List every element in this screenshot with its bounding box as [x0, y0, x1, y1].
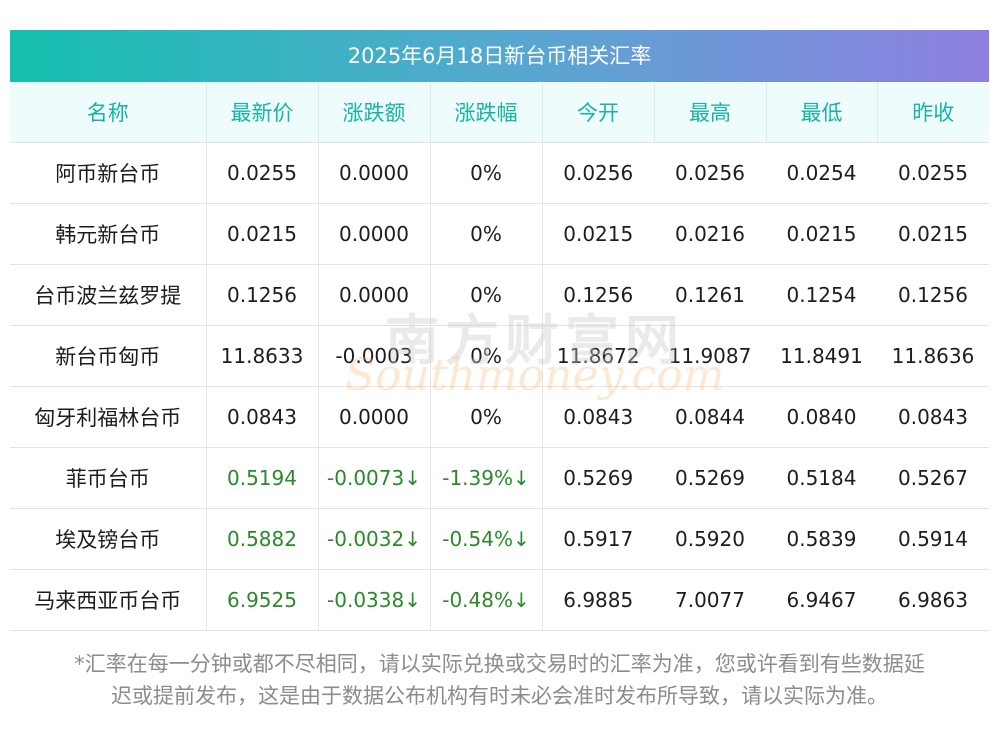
cell-latest: 6.9525: [205, 569, 318, 631]
cell-change: 0.0000: [317, 142, 430, 204]
cell-name: 台币波兰兹罗提: [10, 264, 206, 326]
cell-high: 0.1261: [654, 264, 766, 326]
cell-latest: 11.8633: [205, 325, 318, 387]
cell-low: 0.0215: [766, 203, 877, 265]
header-prev-close: 昨收: [876, 82, 989, 143]
header-low: 最低: [765, 82, 877, 143]
cell-open: 0.5269: [541, 447, 654, 509]
header-change: 涨跌额: [317, 82, 430, 143]
cell-change: 0.0000: [317, 203, 430, 265]
cell-high: 0.5920: [654, 508, 766, 570]
header-latest: 最新价: [205, 82, 318, 143]
cell-high: 11.9087: [654, 325, 766, 387]
cell-prev-close: 0.0843: [877, 386, 989, 448]
cell-latest: 0.0843: [205, 386, 318, 448]
cell-high: 0.0844: [654, 386, 766, 448]
disclaimer-line-2: 迟或提前发布，这是由于数据公布机构有时未必会准时发布所导致，请以实际为准。: [111, 684, 888, 708]
table-title: 2025年6月18日新台币相关汇率: [10, 30, 989, 82]
cell-latest: 0.1256: [205, 264, 318, 326]
cell-latest: 0.0215: [205, 203, 318, 265]
table-row: 马来西亚币台币 6.9525 -0.0338↓ -0.48%↓ 6.9885 7.0077…: [10, 569, 989, 631]
cell-low: 0.0840: [766, 386, 877, 448]
rate-table: 名称 最新价 涨跌额 涨跌幅 今开 最高 最低 昨收 阿币新台币 0.0255 0.…: [10, 82, 989, 631]
cell-change: -0.0032↓: [317, 508, 430, 570]
cell-prev-close: 0.0255: [877, 142, 989, 204]
table-row: 埃及镑台币 0.5882 -0.0032↓ -0.54%↓ 0.5917 0.5920 0.…: [10, 508, 989, 570]
cell-open: 11.8672: [541, 325, 654, 387]
table-row: 菲币台币 0.5194 -0.0073↓ -1.39%↓ 0.5269 0.5269 0.5…: [10, 447, 989, 509]
cell-high: 0.5269: [654, 447, 766, 509]
table-row: 新台币匈币 11.8633 -0.0003 0% 11.8672 11.9087 11.84…: [10, 325, 989, 387]
rate-table-container: 2025年6月18日新台币相关汇率 名称 最新价 涨跌额 涨跌幅 今开 最高 最…: [10, 30, 989, 631]
cell-high: 7.0077: [654, 569, 766, 631]
cell-change-pct: -0.48%↓: [429, 569, 542, 631]
cell-prev-close: 0.5914: [877, 508, 989, 570]
cell-prev-close: 0.5267: [877, 447, 989, 509]
header-name: 名称: [10, 82, 206, 143]
cell-high: 0.0216: [654, 203, 766, 265]
cell-change-pct: -1.39%↓: [429, 447, 542, 509]
cell-latest: 0.0255: [205, 142, 318, 204]
table-row: 台币波兰兹罗提 0.1256 0.0000 0% 0.1256 0.1261 0.1254 0…: [10, 264, 989, 326]
cell-change-pct: 0%: [429, 142, 542, 204]
cell-low: 0.5839: [766, 508, 877, 570]
cell-prev-close: 11.8636: [877, 325, 989, 387]
cell-open: 0.0843: [541, 386, 654, 448]
cell-change: -0.0338↓: [317, 569, 430, 631]
cell-open: 0.0215: [541, 203, 654, 265]
cell-low: 0.1254: [766, 264, 877, 326]
header-high: 最高: [653, 82, 766, 143]
cell-change: -0.0003: [317, 325, 430, 387]
table-row: 匈牙利福林台币 0.0843 0.0000 0% 0.0843 0.0844 0.0840 0…: [10, 386, 989, 448]
cell-low: 11.8491: [766, 325, 877, 387]
cell-low: 6.9467: [766, 569, 877, 631]
cell-open: 0.1256: [541, 264, 654, 326]
cell-name: 阿币新台币: [10, 142, 206, 204]
table-row: 阿币新台币 0.0255 0.0000 0% 0.0256 0.0256 0.0254 0.0…: [10, 142, 989, 204]
cell-change-pct: 0%: [429, 203, 542, 265]
cell-change: 0.0000: [317, 386, 430, 448]
cell-latest: 0.5194: [205, 447, 318, 509]
cell-prev-close: 0.1256: [877, 264, 989, 326]
cell-change: 0.0000: [317, 264, 430, 326]
cell-change-pct: 0%: [429, 264, 542, 326]
cell-name: 韩元新台币: [10, 203, 206, 265]
table-row: 韩元新台币 0.0215 0.0000 0% 0.0215 0.0216 0.0215 0.0…: [10, 203, 989, 265]
cell-name: 新台币匈币: [10, 325, 206, 387]
header-open: 今开: [541, 82, 654, 143]
disclaimer-line-1: *汇率在每一分钟或都不尽相同，请以实际兑换或交易时的汇率为准，您或许看到有些数据…: [74, 652, 925, 676]
table-header-row: 名称 最新价 涨跌额 涨跌幅 今开 最高 最低 昨收: [10, 82, 989, 143]
header-change-pct: 涨跌幅: [429, 82, 542, 143]
cell-change: -0.0073↓: [317, 447, 430, 509]
cell-prev-close: 0.0215: [877, 203, 989, 265]
cell-high: 0.0256: [654, 142, 766, 204]
cell-open: 6.9885: [541, 569, 654, 631]
cell-open: 0.5917: [541, 508, 654, 570]
cell-name: 马来西亚币台币: [10, 569, 206, 631]
cell-name: 菲币台币: [10, 447, 206, 509]
cell-low: 0.5184: [766, 447, 877, 509]
cell-change-pct: -0.54%↓: [429, 508, 542, 570]
disclaimer: *汇率在每一分钟或都不尽相同，请以实际兑换或交易时的汇率为准，您或许看到有些数据…: [10, 648, 989, 712]
cell-prev-close: 6.9863: [877, 569, 989, 631]
cell-change-pct: 0%: [429, 325, 542, 387]
cell-name: 埃及镑台币: [10, 508, 206, 570]
cell-change-pct: 0%: [429, 386, 542, 448]
cell-latest: 0.5882: [205, 508, 318, 570]
cell-low: 0.0254: [766, 142, 877, 204]
cell-name: 匈牙利福林台币: [10, 386, 206, 448]
cell-open: 0.0256: [541, 142, 654, 204]
